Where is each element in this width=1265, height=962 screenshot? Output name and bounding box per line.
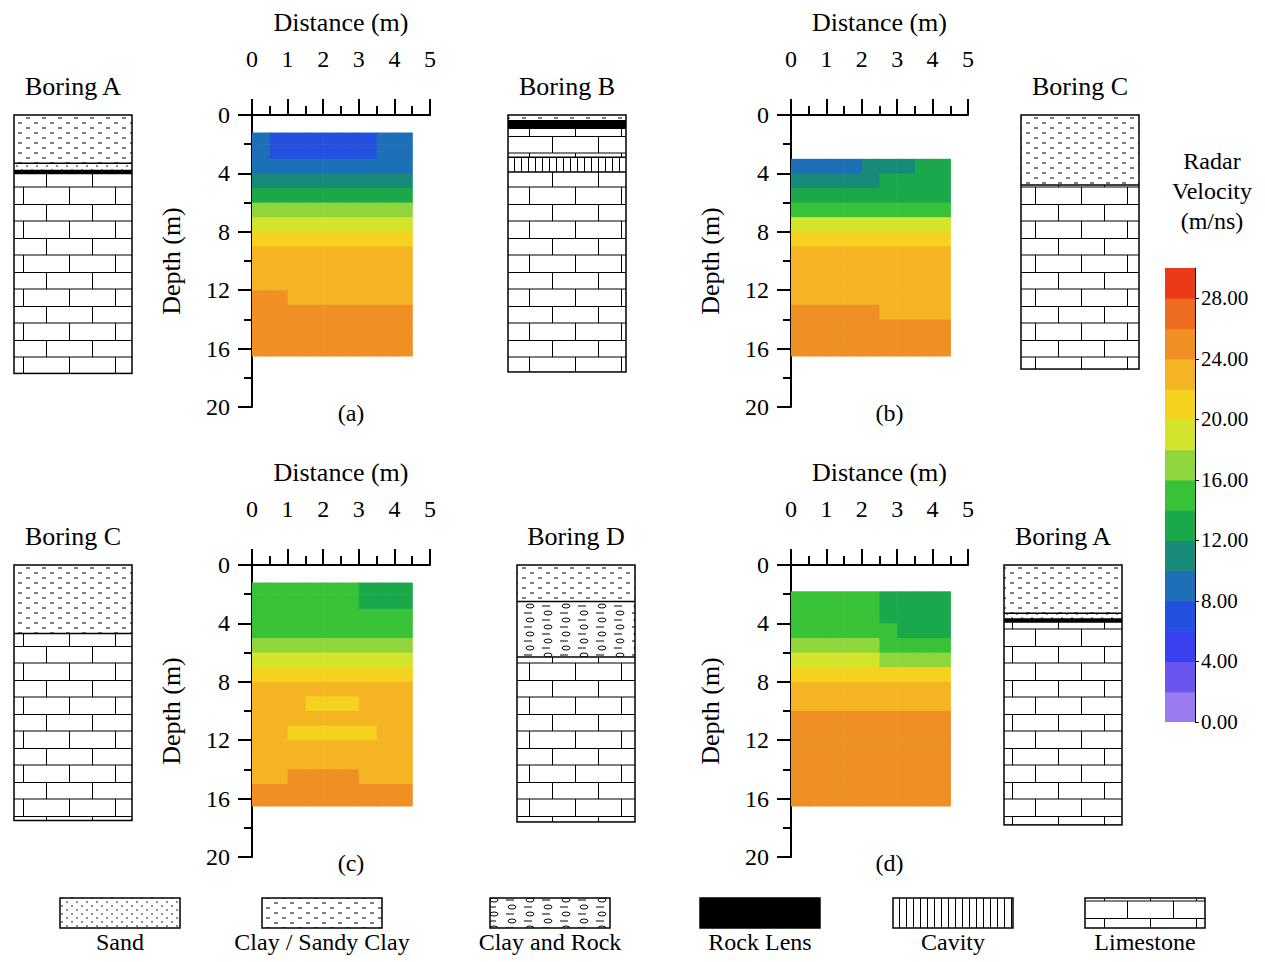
svg-text:Distance (m): Distance (m) <box>273 458 408 487</box>
svg-text:20: 20 <box>206 394 230 420</box>
svg-text:20: 20 <box>745 844 769 870</box>
svg-text:Boring D: Boring D <box>527 522 625 551</box>
svg-text:Boring B: Boring B <box>519 72 615 101</box>
svg-text:2: 2 <box>856 496 868 522</box>
svg-text:Distance (m): Distance (m) <box>812 458 947 487</box>
svg-text:(a): (a) <box>338 400 365 426</box>
svg-text:Clay / Sandy Clay: Clay / Sandy Clay <box>234 929 409 955</box>
svg-text:20.00: 20.00 <box>1201 407 1248 431</box>
svg-text:Distance (m): Distance (m) <box>273 8 408 37</box>
svg-text:4: 4 <box>757 160 769 186</box>
svg-text:2: 2 <box>856 46 868 72</box>
svg-text:24.00: 24.00 <box>1201 347 1248 371</box>
svg-text:0.00: 0.00 <box>1201 710 1238 734</box>
svg-text:12: 12 <box>745 727 769 753</box>
svg-text:5: 5 <box>962 46 974 72</box>
svg-text:5: 5 <box>424 46 436 72</box>
svg-text:1: 1 <box>820 496 832 522</box>
svg-text:Depth (m): Depth (m) <box>696 657 725 765</box>
svg-text:16: 16 <box>206 786 230 812</box>
svg-text:(b): (b) <box>876 400 904 426</box>
svg-text:0: 0 <box>246 496 258 522</box>
svg-text:20: 20 <box>745 394 769 420</box>
svg-text:12: 12 <box>745 277 769 303</box>
svg-text:28.00: 28.00 <box>1201 286 1248 310</box>
svg-text:4: 4 <box>927 496 939 522</box>
svg-text:16.00: 16.00 <box>1201 468 1248 492</box>
svg-text:3: 3 <box>353 496 365 522</box>
svg-text:Rock Lens: Rock Lens <box>708 929 811 955</box>
svg-text:Sand: Sand <box>96 929 144 955</box>
svg-text:3: 3 <box>891 496 903 522</box>
svg-text:8: 8 <box>757 669 769 695</box>
svg-text:0: 0 <box>785 496 797 522</box>
svg-text:12: 12 <box>206 727 230 753</box>
svg-text:5: 5 <box>424 496 436 522</box>
svg-text:Boring A: Boring A <box>1015 522 1111 551</box>
svg-text:(d): (d) <box>876 850 904 876</box>
svg-text:Distance (m): Distance (m) <box>812 8 947 37</box>
svg-text:4: 4 <box>388 496 400 522</box>
svg-text:Boring C: Boring C <box>1032 72 1128 101</box>
svg-text:16: 16 <box>745 336 769 362</box>
svg-text:4: 4 <box>218 160 230 186</box>
svg-text:16: 16 <box>745 786 769 812</box>
svg-text:0: 0 <box>757 552 769 578</box>
svg-text:4: 4 <box>757 610 769 636</box>
svg-text:12.00: 12.00 <box>1201 528 1248 552</box>
svg-text:Boring A: Boring A <box>25 72 121 101</box>
svg-text:Depth (m): Depth (m) <box>157 207 186 315</box>
svg-text:4: 4 <box>218 610 230 636</box>
svg-text:Velocity: Velocity <box>1172 178 1252 204</box>
svg-text:1: 1 <box>282 46 294 72</box>
svg-text:(c): (c) <box>338 850 365 876</box>
svg-text:20: 20 <box>206 844 230 870</box>
svg-text:3: 3 <box>891 46 903 72</box>
svg-text:4: 4 <box>388 46 400 72</box>
svg-text:Depth (m): Depth (m) <box>696 207 725 315</box>
svg-text:Clay and Rock: Clay and Rock <box>479 929 622 955</box>
svg-text:0: 0 <box>218 102 230 128</box>
svg-text:Boring C: Boring C <box>25 522 121 551</box>
svg-text:8.00: 8.00 <box>1201 589 1238 613</box>
svg-text:2: 2 <box>317 46 329 72</box>
svg-text:1: 1 <box>820 46 832 72</box>
svg-text:4.00: 4.00 <box>1201 649 1238 673</box>
svg-text:5: 5 <box>962 496 974 522</box>
svg-text:16: 16 <box>206 336 230 362</box>
svg-text:8: 8 <box>218 219 230 245</box>
svg-text:Limestone: Limestone <box>1094 929 1195 955</box>
svg-text:(m/ns): (m/ns) <box>1181 208 1244 234</box>
svg-text:Radar: Radar <box>1183 148 1240 174</box>
svg-text:8: 8 <box>757 219 769 245</box>
svg-text:Cavity: Cavity <box>921 929 985 955</box>
svg-text:1: 1 <box>282 496 294 522</box>
svg-text:Depth (m): Depth (m) <box>157 657 186 765</box>
svg-text:0: 0 <box>757 102 769 128</box>
svg-text:0: 0 <box>218 552 230 578</box>
svg-text:2: 2 <box>317 496 329 522</box>
svg-text:8: 8 <box>218 669 230 695</box>
svg-text:4: 4 <box>927 46 939 72</box>
svg-text:12: 12 <box>206 277 230 303</box>
svg-text:3: 3 <box>353 46 365 72</box>
svg-text:0: 0 <box>785 46 797 72</box>
svg-text:0: 0 <box>246 46 258 72</box>
